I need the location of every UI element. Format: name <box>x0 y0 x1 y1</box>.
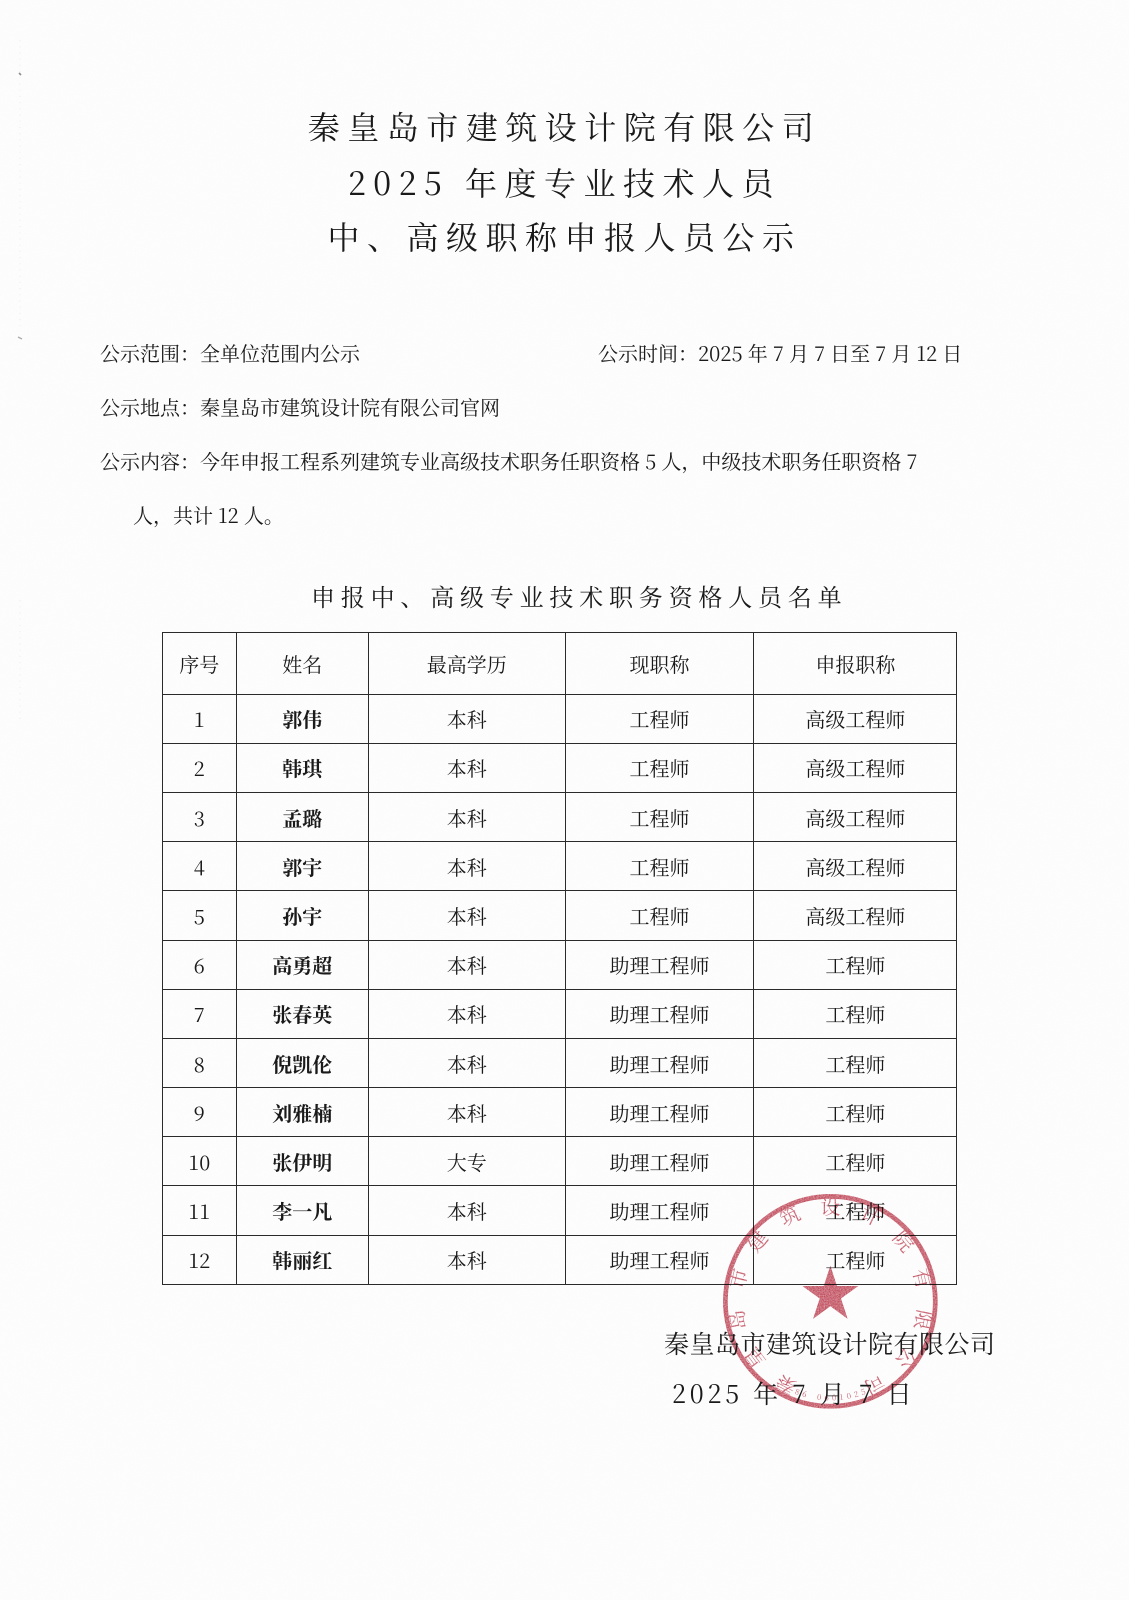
svg-text:建: 建 <box>738 1223 773 1257</box>
svg-text:设: 设 <box>820 1190 840 1219</box>
svg-text:院: 院 <box>887 1223 922 1257</box>
